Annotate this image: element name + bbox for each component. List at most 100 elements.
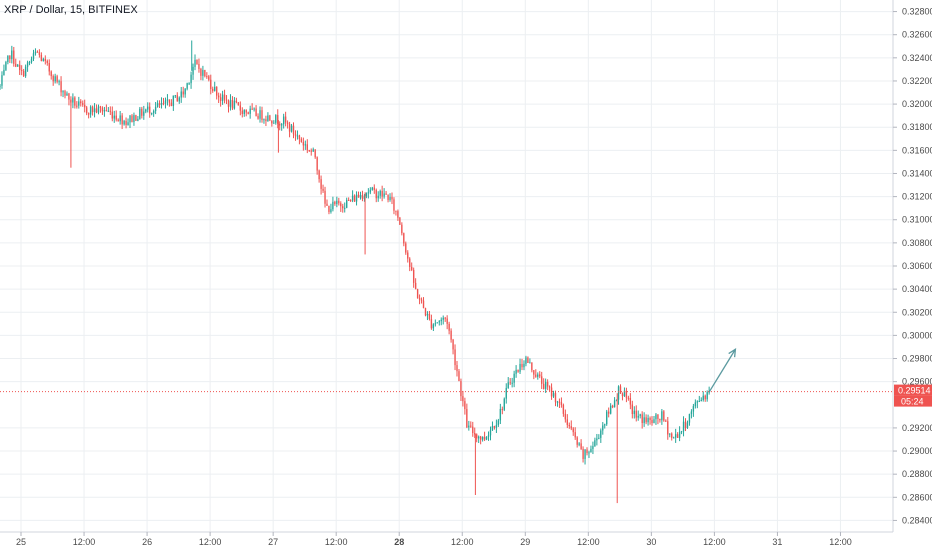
candle-body xyxy=(385,193,387,195)
candle-body xyxy=(588,452,590,454)
candle-body xyxy=(674,434,677,438)
time-tick-label: 29 xyxy=(520,537,530,547)
candle-body xyxy=(200,68,202,76)
candle-body xyxy=(479,436,482,440)
candle-body xyxy=(249,108,251,114)
candle-body xyxy=(46,60,48,63)
candle-body xyxy=(221,94,224,101)
candle-body xyxy=(487,435,490,437)
candle-body xyxy=(22,70,25,77)
price-tick-label: 0.32200 xyxy=(902,76,932,86)
candle-body xyxy=(627,397,630,399)
candle-body xyxy=(241,110,243,114)
candle-body xyxy=(308,149,310,151)
candle-body xyxy=(564,413,567,420)
candle-body xyxy=(464,401,466,410)
candle-body xyxy=(442,317,444,320)
candle-body xyxy=(338,200,340,204)
candle-body xyxy=(509,382,511,384)
candle-body xyxy=(174,95,177,97)
candle-body xyxy=(505,387,507,399)
candle-body xyxy=(657,414,659,419)
candle-body xyxy=(533,370,535,375)
candle-body xyxy=(149,106,151,114)
candle-body xyxy=(387,194,389,200)
candle-body xyxy=(11,50,13,60)
candle-body xyxy=(625,390,628,398)
candle-body xyxy=(164,100,167,104)
candle-body xyxy=(373,187,375,190)
candle-body xyxy=(85,107,88,114)
candle-body xyxy=(676,434,679,438)
candle-body xyxy=(113,115,115,119)
candle-body xyxy=(529,362,531,364)
time-tick-label: 12:00 xyxy=(199,537,222,547)
candle-body xyxy=(405,243,407,253)
candle-body xyxy=(472,426,474,434)
candle-body xyxy=(170,102,173,107)
time-tick-label: 28 xyxy=(394,537,404,547)
candle-body xyxy=(97,106,100,113)
price-axis[interactable]: 0.32800 0.32600 0.32400 0.32200 0.32000 0.318… xyxy=(893,7,932,526)
candle-body xyxy=(66,93,68,96)
price-tick-label: 0.29000 xyxy=(902,446,932,456)
candle-body xyxy=(42,58,45,61)
candle-body xyxy=(574,432,576,438)
candle-body xyxy=(314,149,316,158)
time-tick-label: 25 xyxy=(16,537,26,547)
candle-body xyxy=(353,195,356,202)
candle-body xyxy=(568,424,570,427)
time-axis[interactable]: 25 12:00 26 12:00 27 12:00 28 12:00 29 12:00 30 12:… xyxy=(16,532,852,547)
candle-body xyxy=(342,206,344,209)
candle-body xyxy=(351,195,354,201)
candle-body xyxy=(300,139,303,142)
time-tick-label: 27 xyxy=(268,537,278,547)
candle-body xyxy=(560,402,563,405)
candle-body xyxy=(141,108,143,116)
candle-body xyxy=(708,391,710,393)
candle-body xyxy=(340,203,342,207)
candle-body xyxy=(476,434,478,439)
candle-body xyxy=(521,363,523,368)
candle-body xyxy=(103,110,106,112)
candle-body xyxy=(219,97,222,101)
candle-body xyxy=(190,74,192,84)
candle-body xyxy=(54,76,56,82)
price-tick-label: 0.29800 xyxy=(902,354,932,364)
candle-body xyxy=(162,103,165,105)
candle-body xyxy=(188,83,190,85)
candle-body xyxy=(448,323,450,331)
candle-body xyxy=(17,64,19,67)
candle-body xyxy=(468,425,470,428)
candle-body xyxy=(30,58,33,63)
candle-body xyxy=(531,362,533,371)
candle-body xyxy=(641,414,643,423)
candle-body xyxy=(438,321,440,323)
candle-body xyxy=(168,99,171,103)
candle-body xyxy=(542,383,545,389)
candle-body xyxy=(180,91,182,98)
candle-body xyxy=(621,393,624,397)
candle-body xyxy=(150,113,153,115)
candle-body xyxy=(26,62,29,67)
candle-body xyxy=(84,104,86,108)
candle-body xyxy=(115,115,117,120)
candle-body xyxy=(596,438,598,441)
projection-arrow xyxy=(708,347,737,393)
candle-body xyxy=(440,319,442,322)
projection-arrowhead xyxy=(728,347,737,358)
candle-body xyxy=(397,211,399,218)
candle-body xyxy=(432,324,435,329)
candle-body xyxy=(156,103,159,107)
candle-body xyxy=(422,300,425,309)
candle-body xyxy=(76,105,78,107)
candle-body xyxy=(279,123,281,126)
candle-body xyxy=(411,266,413,270)
candle-body xyxy=(127,122,129,125)
candle-body xyxy=(544,381,547,389)
candle-body xyxy=(434,323,437,325)
time-tick-label: 12:00 xyxy=(829,537,852,547)
candle-body xyxy=(182,91,184,95)
candle-body xyxy=(671,433,673,438)
